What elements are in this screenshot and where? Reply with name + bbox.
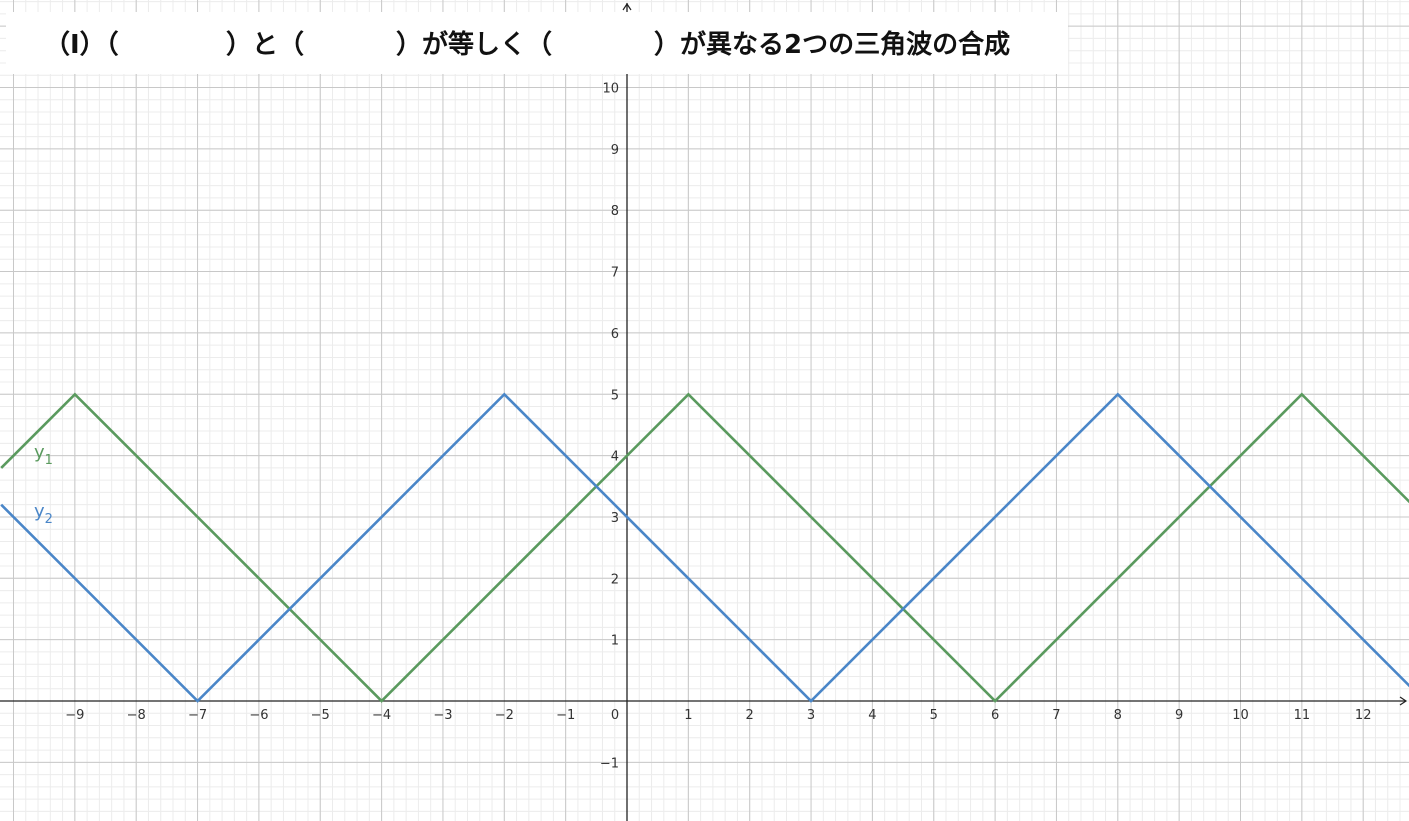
series-line-y1 [0, 392, 1409, 703]
title-box [6, 12, 1068, 74]
x-tick-label: 8 [1114, 708, 1122, 723]
y-tick-label: 7 [611, 266, 619, 281]
y-tick-label: 2 [611, 572, 619, 587]
y-tick-label: 1 [611, 634, 619, 649]
x-tick-label: 5 [930, 708, 938, 723]
x-tick-label: −3 [433, 708, 452, 723]
y1-label: y1 [34, 442, 53, 468]
y-tick-label: 6 [611, 327, 619, 342]
title-part-4: ）が異なる2つの三角波の合成 [654, 30, 1011, 60]
x-tick-label: −8 [127, 708, 146, 723]
x-tick-label: 6 [991, 708, 999, 723]
y-tick-label: −1 [600, 756, 619, 771]
x-tick-label: 12 [1355, 708, 1372, 723]
x-tick-label: −5 [311, 708, 330, 723]
x-tick-label: 4 [868, 708, 876, 723]
y-tick-label: 5 [611, 388, 619, 403]
y-tick-label: 3 [611, 511, 619, 526]
x-tick-label: −6 [249, 708, 268, 723]
x-tick-label: 2 [746, 708, 754, 723]
y-tick-label: 4 [611, 450, 619, 465]
series-line-y2 [0, 392, 1409, 703]
y-tick-label: 9 [611, 143, 619, 158]
x-tick-label: −2 [495, 708, 514, 723]
x-tick-label: 11 [1294, 708, 1311, 723]
series-lines [0, 392, 1409, 703]
x-tick-label: 9 [1175, 708, 1183, 723]
x-tick-label: −4 [372, 708, 391, 723]
x-tick-label: 7 [1052, 708, 1060, 723]
x-tick-label: −1 [556, 708, 575, 723]
x-tick-label: −7 [188, 708, 207, 723]
title-part-2: ）と（ [226, 30, 305, 60]
y2-label: y2 [34, 501, 53, 527]
x-tick-label: 3 [807, 708, 815, 723]
x-tick-label: 1 [684, 708, 692, 723]
x-tick-label: 0 [611, 708, 619, 723]
y-tick-label: 10 [602, 82, 619, 97]
title-part-1: （I）（ [44, 30, 119, 60]
y-tick-label: 8 [611, 204, 619, 219]
y-axis-arrow [622, 2, 632, 11]
title-part-3: ）が等しく（ [396, 30, 553, 60]
x-axis-arrow [1399, 696, 1408, 706]
tick-labels: −9 −8 −7 −6 −5 −4 −3 −2 −1 0 1 2 3 4 5 6 7 8 9 10 11 12−11234… [65, 82, 1371, 772]
x-tick-label: 10 [1232, 708, 1249, 723]
x-tick-label: −9 [65, 708, 84, 723]
